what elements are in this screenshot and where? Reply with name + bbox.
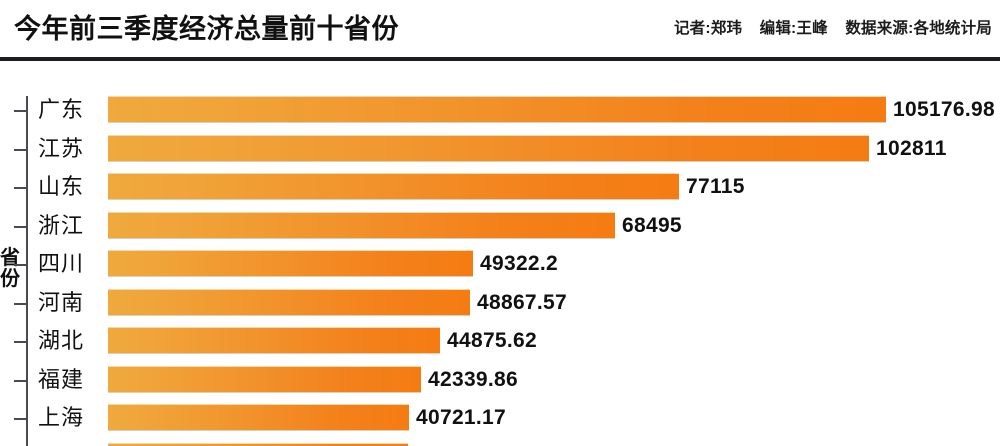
y-axis-tick xyxy=(14,187,26,189)
bar-fill xyxy=(108,288,470,316)
bar xyxy=(108,365,421,393)
category-label: 河南 xyxy=(38,289,85,315)
bar xyxy=(108,288,470,316)
category-label: 广东 xyxy=(38,97,85,122)
bar-value-label: 105176.98 xyxy=(893,98,995,121)
header-divider xyxy=(0,57,1000,61)
category-label: 浙江 xyxy=(38,212,85,238)
bar-fill xyxy=(108,134,869,162)
y-axis-tick xyxy=(14,110,26,112)
bar-row: 福建 42339.86 xyxy=(0,363,1000,397)
bar-row xyxy=(0,440,1000,446)
bar-fill xyxy=(108,442,408,446)
bar xyxy=(108,327,440,354)
bar-value-label: 68495 xyxy=(622,213,682,237)
bar-fill xyxy=(108,211,615,239)
y-axis-tick xyxy=(14,341,26,343)
credit-editor: 编辑:王峰 xyxy=(759,20,828,37)
bar-value-label: 102811 xyxy=(876,136,947,160)
y-axis-tick xyxy=(14,264,26,266)
page-title: 今年前三季度经济总量前十省份 xyxy=(14,14,399,44)
category-label: 湖北 xyxy=(38,328,85,353)
bar-row: 浙江 68495 xyxy=(0,209,1000,243)
y-axis-tick xyxy=(14,379,26,382)
y-axis-tick xyxy=(14,302,26,305)
bar-fill xyxy=(108,327,440,354)
bar xyxy=(108,134,869,162)
bar-value-label: 48867.57 xyxy=(477,290,567,314)
bar-row: 上海 40721.17 xyxy=(0,401,1000,435)
bar-fill xyxy=(108,404,409,431)
bar xyxy=(108,96,886,123)
credits: 记者:郑玮 编辑:王峰 数据来源:各地统计局 xyxy=(674,16,992,38)
y-axis-tick xyxy=(14,225,26,228)
bar-row: 江苏 102811 xyxy=(0,132,1000,166)
bar xyxy=(108,211,615,239)
bar-row: 广东 105176.98 xyxy=(0,93,1000,127)
bar xyxy=(108,442,408,446)
category-label: 福建 xyxy=(38,366,85,392)
y-axis-tick xyxy=(14,148,26,151)
chart-header: 今年前三季度经济总量前十省份 记者:郑玮 编辑:王峰 数据来源:各地统计局 xyxy=(0,0,1000,61)
bar-value-label: 40721.17 xyxy=(416,406,506,429)
bar-fill xyxy=(108,250,473,277)
bar-row: 湖北 44875.62 xyxy=(0,324,1000,358)
bar-row: 四川 49322.2 xyxy=(0,247,1000,281)
category-label: 上海 xyxy=(38,405,85,430)
category-label: 四川 xyxy=(38,251,85,276)
bar xyxy=(108,404,409,431)
y-axis-tick xyxy=(14,418,26,420)
category-label: 山东 xyxy=(38,174,85,199)
y-axis-title: 省份 xyxy=(0,247,20,290)
y-axis-line xyxy=(26,96,28,446)
bar-chart-plot-area: 省份 广东 105176.98 江苏 102811 山东 77115 浙江 68495 四川 49… xyxy=(0,62,1000,446)
bar xyxy=(108,173,679,200)
credit-reporter: 记者:郑玮 xyxy=(673,20,743,37)
bar xyxy=(108,250,473,277)
bar-fill xyxy=(108,173,679,200)
bar-row: 河南 48867.57 xyxy=(0,286,1000,320)
bar-fill xyxy=(108,365,421,393)
category-label xyxy=(38,440,104,446)
bar-value-label: 49322.2 xyxy=(480,252,559,275)
bar-fill xyxy=(108,96,886,123)
bar-row: 山东 77115 xyxy=(0,170,1000,204)
bar-value-label: 77115 xyxy=(686,175,745,198)
bar-value-label: 44875.62 xyxy=(447,329,537,352)
category-label: 江苏 xyxy=(38,135,85,161)
bar-value-label: 42339.86 xyxy=(428,367,518,391)
credit-source: 数据来源:各地统计局 xyxy=(845,20,992,37)
